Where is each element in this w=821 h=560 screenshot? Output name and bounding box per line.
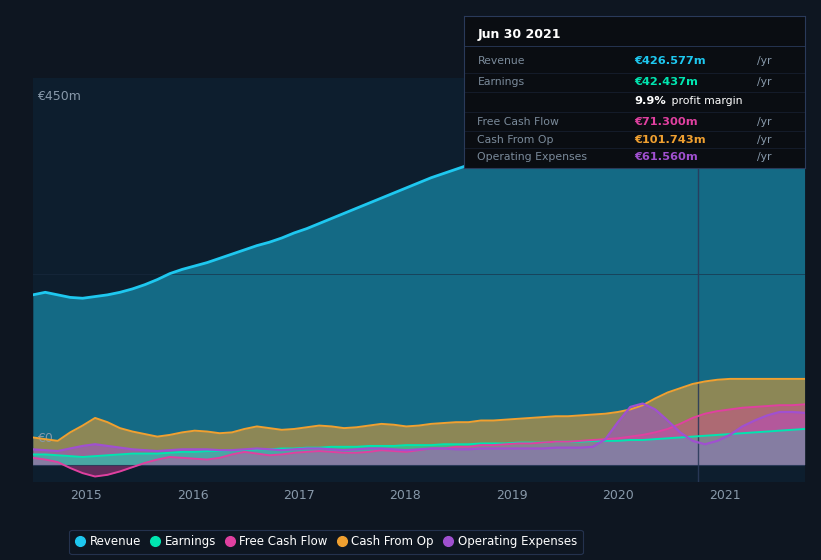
Text: €42.437m: €42.437m — [635, 77, 698, 87]
Text: Revenue: Revenue — [478, 57, 525, 67]
Text: /yr: /yr — [757, 135, 772, 145]
Text: €61.560m: €61.560m — [635, 152, 698, 162]
Text: Jun 30 2021: Jun 30 2021 — [478, 28, 561, 41]
Text: €71.300m: €71.300m — [635, 117, 698, 127]
Text: Cash From Op: Cash From Op — [478, 135, 554, 145]
Text: Earnings: Earnings — [478, 77, 525, 87]
Text: profit margin: profit margin — [668, 96, 743, 106]
Text: /yr: /yr — [757, 117, 772, 127]
Text: €101.743m: €101.743m — [635, 135, 706, 145]
Legend: Revenue, Earnings, Free Cash Flow, Cash From Op, Operating Expenses: Revenue, Earnings, Free Cash Flow, Cash … — [70, 530, 583, 554]
Text: Operating Expenses: Operating Expenses — [478, 152, 588, 162]
Text: Free Cash Flow: Free Cash Flow — [478, 117, 559, 127]
Text: €0: €0 — [37, 432, 53, 445]
Text: 9.9%: 9.9% — [635, 96, 666, 106]
Text: /yr: /yr — [757, 57, 772, 67]
Text: /yr: /yr — [757, 77, 772, 87]
Text: €426.577m: €426.577m — [635, 57, 706, 67]
Text: /yr: /yr — [757, 152, 772, 162]
Text: €450m: €450m — [37, 91, 80, 104]
